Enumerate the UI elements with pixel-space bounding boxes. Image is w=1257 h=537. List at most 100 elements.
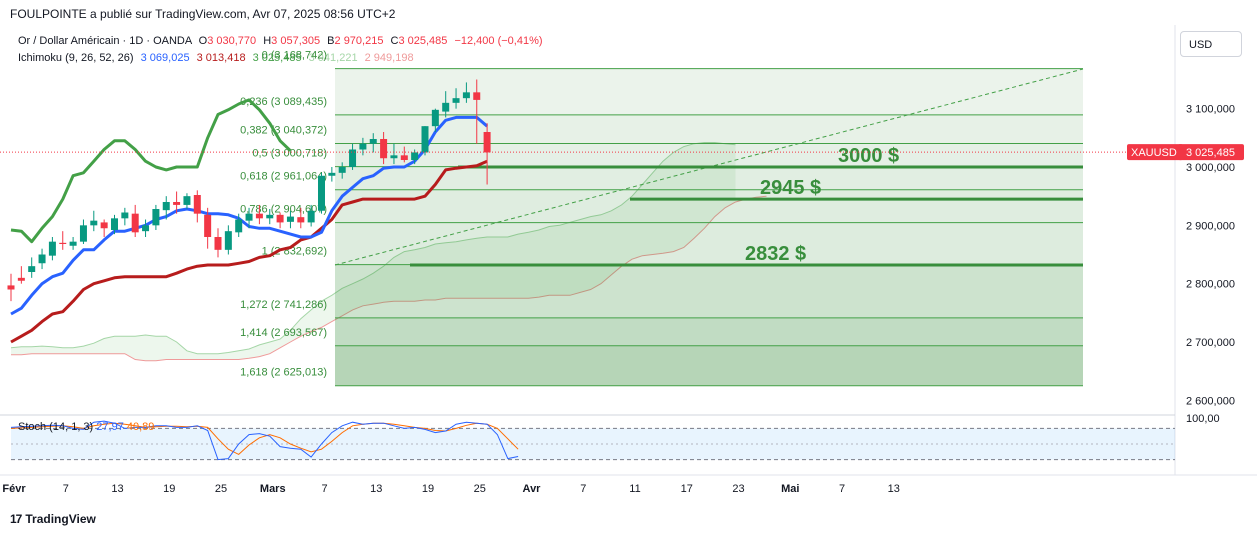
fib-zone (335, 222, 1083, 265)
candle-body (100, 222, 108, 229)
stoch-axis-label: 100,00 (1186, 413, 1220, 425)
time-tick-label: 25 (215, 483, 227, 495)
horizontal-levels: 3000 $ 2945 $ 2832 $ (410, 145, 1083, 267)
senkou-a-line (10, 142, 736, 355)
ichimoku-label: Ichimoku (9, 26, 52, 26) (18, 52, 134, 64)
stoch-d-line (10, 422, 519, 456)
time-tick-label: Mars (260, 483, 286, 495)
fib-zone (335, 166, 1083, 190)
candle-body (328, 172, 336, 176)
candle-body (7, 285, 15, 290)
candle-body (483, 132, 491, 153)
candle-body (255, 213, 263, 219)
fib-zone (335, 68, 1083, 115)
price-axis: 2 600,000 2 700,000 2 800,000 2 900,000 3 00… (0, 25, 1244, 475)
candle-body (400, 155, 408, 160)
price-tick-label: 2 900,000 (1186, 220, 1235, 232)
candle-body (162, 202, 170, 211)
candle-body (245, 213, 253, 221)
stoch-label: Stoch (14, 1, 3) (18, 421, 94, 433)
time-tick-label: 13 (370, 483, 382, 495)
candle-body (452, 98, 460, 103)
candle-body (79, 225, 87, 242)
candle-body (266, 214, 274, 219)
cloud-fill (11, 142, 736, 361)
change-value: −12,400 (−0,41%) (454, 35, 543, 47)
fib-label: 0,5 (3 000,718) (252, 148, 327, 160)
candle-body (173, 202, 181, 205)
senkou-a-value: 3 041,221 (308, 52, 358, 64)
candle-body (48, 241, 56, 256)
high-label: H (263, 35, 272, 47)
candle-body (359, 143, 367, 150)
tenkan-value: 3 069,025 (140, 52, 190, 64)
time-tick-label: 7 (321, 483, 327, 495)
price-tick-label: 2 700,000 (1186, 337, 1235, 349)
candle-body (297, 217, 305, 223)
fibonacci-retracement: 0 (3 168,742) 0,236 (3 089,435) 0,382 (3 0… (240, 50, 1084, 387)
fib-zone (335, 189, 1083, 223)
candle-body (131, 213, 139, 233)
candle-body (431, 109, 439, 127)
kijun-line (10, 159, 488, 344)
price-tick-label: 3 000,000 (1186, 162, 1235, 174)
time-tick-label: Févr (2, 483, 26, 495)
candle-body (421, 126, 429, 153)
fib-label: 0 (3 168,742) (262, 50, 327, 62)
level-label: 2832 $ (745, 243, 806, 265)
time-tick-label: 13 (888, 483, 900, 495)
candle-body (193, 195, 201, 214)
low-value: 2 970,215 (334, 35, 384, 47)
fib-label: 1,618 (2 625,013) (240, 367, 327, 379)
candle-body (307, 210, 315, 223)
candle-body (369, 139, 377, 144)
candle-body (69, 241, 77, 246)
candle-body (318, 175, 325, 211)
fib-label: 0,382 (3 040,372) (240, 124, 327, 136)
fib-label: 1,272 (2 741,286) (240, 299, 327, 311)
time-tick-label: 25 (474, 483, 486, 495)
time-tick-label: 19 (163, 483, 175, 495)
candle-body (90, 220, 98, 226)
low-label: B (327, 35, 335, 47)
candle-body (183, 196, 191, 205)
published-by-header: FOULPOINTE a publié sur TradingView.com,… (10, 7, 396, 21)
time-tick-label: 7 (839, 483, 845, 495)
price-tick-label: 2 600,000 (1186, 395, 1235, 407)
candle-body (286, 216, 294, 222)
symbol-tag (1127, 144, 1183, 161)
time-tick-label: 17 (681, 483, 693, 495)
ichimoku-legend: Ichimoku (9, 26, 52, 26) 3 069,025 3 013… (18, 52, 414, 64)
senkou-b-value: 2 949,198 (364, 52, 414, 64)
open-value: 3 030,770 (207, 35, 257, 47)
candle-body (380, 139, 388, 159)
stochastic-pane: 100,00 (0, 413, 1220, 461)
high-value: 3 057,305 (271, 35, 321, 47)
candle-body (235, 219, 243, 233)
candle-body (224, 231, 232, 250)
ichimoku-cloud (10, 142, 767, 362)
currency-button[interactable]: USD (1180, 31, 1242, 57)
close-label: C (390, 35, 399, 47)
time-tick-label: Avr (523, 483, 542, 495)
fib-label: 1 (2 832,692) (262, 246, 327, 258)
price-tag (1178, 144, 1244, 161)
fib-label: 0,618 (2 961,064) (240, 171, 327, 183)
level-label: 2945 $ (760, 177, 821, 199)
candle-body (142, 225, 150, 232)
fib-label: 1,414 (2 693,567) (240, 327, 327, 339)
chikou-value: 3 025,485 (252, 52, 302, 64)
candle-body (111, 218, 118, 230)
candle-body (28, 266, 36, 272)
price-tick-label: 2 800,000 (1186, 279, 1235, 291)
price-tick-label: 3 100,000 (1186, 104, 1235, 116)
time-tick-label: 7 (580, 483, 586, 495)
candle-body (38, 254, 46, 264)
fib-label: 0,786 (2 904,607) (240, 204, 327, 216)
candles (7, 79, 491, 302)
stoch-d-value: 40,89 (126, 421, 155, 433)
candle-body (152, 209, 160, 226)
candle-body (411, 152, 419, 160)
fib-zone (335, 143, 1083, 167)
